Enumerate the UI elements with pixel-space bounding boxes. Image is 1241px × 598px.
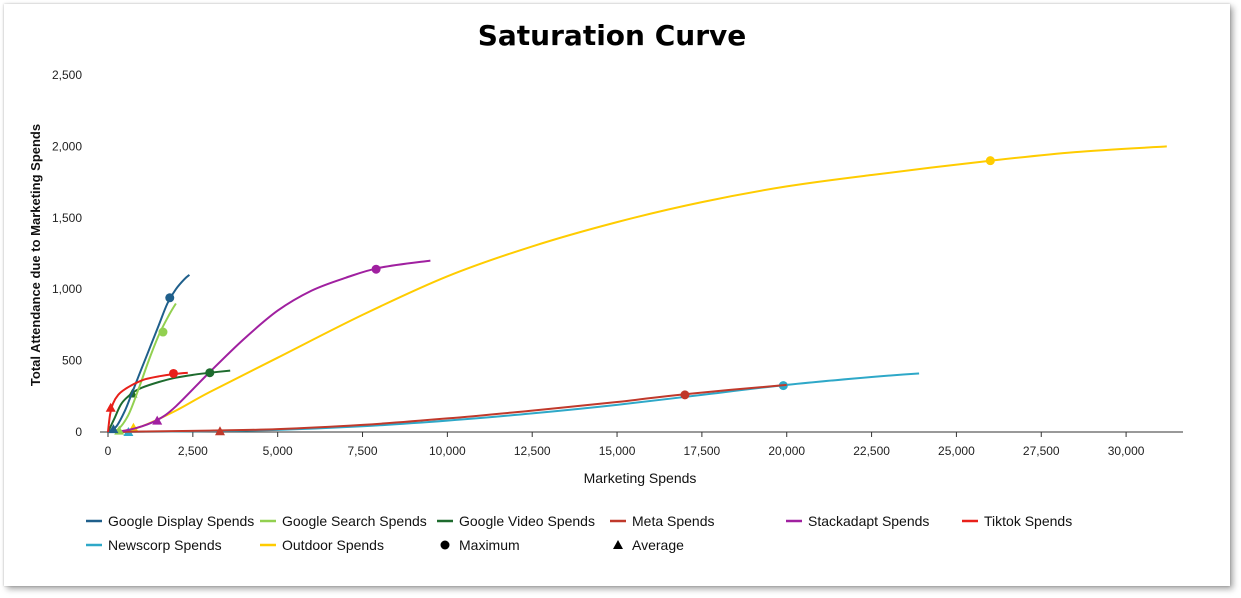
legend-label-average: Average bbox=[632, 537, 684, 553]
legend-label-stackadapt-spends: Stackadapt Spends bbox=[808, 513, 929, 529]
google-display-spends-maximum-point bbox=[165, 293, 175, 303]
stackadapt-spends-line bbox=[107, 259, 431, 433]
legend-label-tiktok-spends: Tiktok Spends bbox=[984, 513, 1072, 529]
x-tick-label: 27,500 bbox=[1023, 444, 1060, 458]
y-tick-label: 1,500 bbox=[52, 211, 82, 225]
x-tick-label: 20,000 bbox=[768, 444, 805, 458]
stackadapt-spends-average-point bbox=[152, 415, 163, 425]
google-display-spends-line bbox=[107, 274, 191, 433]
x-tick-label: 25,000 bbox=[938, 444, 975, 458]
y-tick-label: 1,000 bbox=[52, 282, 82, 296]
x-tick-label: 7,500 bbox=[348, 444, 378, 458]
google-search-spends-maximum-point bbox=[158, 327, 168, 337]
legend-label-google-search-spends: Google Search Spends bbox=[282, 513, 427, 529]
x-tick-label: 12,500 bbox=[514, 444, 551, 458]
x-tick-label: 5,000 bbox=[263, 444, 293, 458]
legend-label-newscorp-spends: Newscorp Spends bbox=[108, 537, 222, 553]
meta-spends-average-point bbox=[214, 426, 225, 436]
x-tick-label: 10,000 bbox=[429, 444, 466, 458]
stackadapt-spends-maximum-point bbox=[371, 264, 381, 274]
google-display-spends-average-point bbox=[108, 424, 119, 434]
legend-label-outdoor-spends: Outdoor Spends bbox=[282, 537, 384, 553]
outdoor-spends-maximum-point bbox=[985, 156, 995, 166]
x-tick-label: 2,500 bbox=[178, 444, 208, 458]
legend-label-maximum: Maximum bbox=[459, 537, 520, 553]
x-tick-label: 30,000 bbox=[1108, 444, 1145, 458]
tiktok-spends-average-point bbox=[105, 402, 116, 412]
y-tick-label: 0 bbox=[75, 425, 82, 439]
legend-label-google-display-spends: Google Display Spends bbox=[108, 513, 254, 529]
legend: Google Display Spends Google Search Spend… bbox=[86, 513, 1072, 553]
x-tick-label: 17,500 bbox=[684, 444, 721, 458]
x-axis-title: Marketing Spends bbox=[584, 470, 697, 486]
x-tick-label: 15,000 bbox=[599, 444, 636, 458]
meta-spends-maximum-point bbox=[680, 390, 690, 400]
outdoor-spends-line bbox=[107, 145, 1167, 433]
y-tick-label: 500 bbox=[62, 354, 82, 368]
chart-frame bbox=[4, 4, 1230, 586]
legend-label-google-video-spends: Google Video Spends bbox=[459, 513, 595, 529]
y-tick-label: 2,500 bbox=[52, 68, 82, 82]
chart-title: Saturation Curve bbox=[478, 19, 747, 52]
legend-swatch-maximum bbox=[440, 540, 450, 550]
google-video-spends-maximum-point bbox=[205, 368, 215, 378]
meta-spends-line bbox=[107, 383, 787, 433]
x-tick-label: 22,500 bbox=[853, 444, 890, 458]
tiktok-spends-maximum-point bbox=[168, 368, 178, 378]
legend-swatch-average bbox=[613, 540, 623, 549]
y-axis-title: Total Attendance due to Marketing Spends bbox=[28, 124, 43, 386]
y-tick-label: 2,000 bbox=[52, 139, 82, 153]
google-video-spends-line bbox=[107, 369, 231, 433]
axes: 0 2,500 5,000 7,500 10,000 12,500 15,000 17,500… bbox=[52, 68, 1183, 458]
plot-area bbox=[105, 145, 1167, 436]
x-tick-label: 0 bbox=[105, 444, 112, 458]
legend-label-meta-spends: Meta Spends bbox=[632, 513, 715, 529]
